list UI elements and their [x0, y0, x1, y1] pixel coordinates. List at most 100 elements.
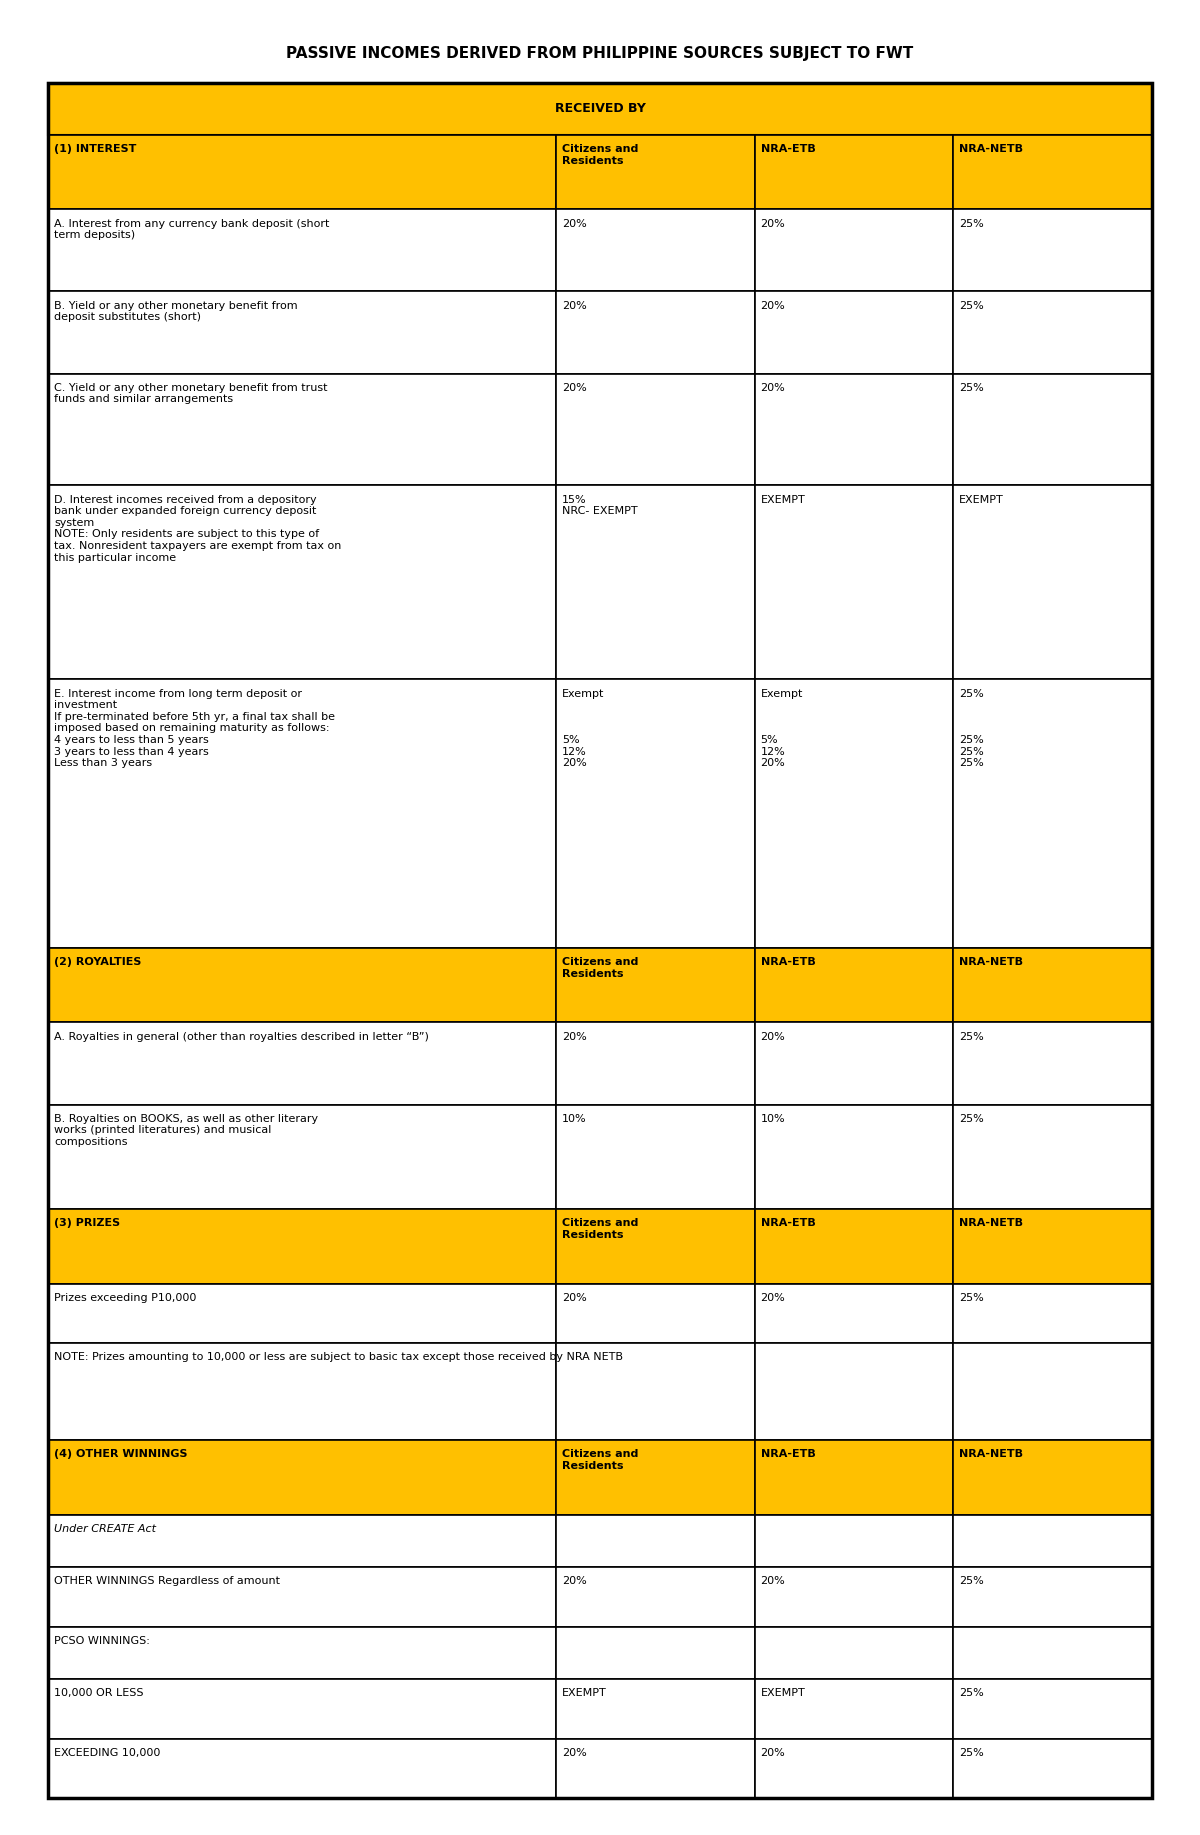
- Bar: [48, 83, 1152, 134]
- Text: RECEIVED BY: RECEIVED BY: [554, 103, 646, 116]
- Text: (1) INTEREST: (1) INTEREST: [54, 143, 137, 154]
- Bar: [755, 1440, 953, 1516]
- Bar: [48, 1679, 556, 1738]
- Text: NRA-ETB: NRA-ETB: [761, 1218, 815, 1228]
- Text: EXEMPT: EXEMPT: [562, 1688, 606, 1697]
- Bar: [556, 1022, 755, 1105]
- Bar: [556, 1343, 755, 1440]
- Text: NRA-NETB: NRA-NETB: [959, 1218, 1024, 1228]
- Bar: [556, 1516, 755, 1567]
- Bar: [48, 1283, 556, 1343]
- Bar: [953, 1343, 1152, 1440]
- Bar: [953, 1022, 1152, 1105]
- Text: PCSO WINNINGS:: PCSO WINNINGS:: [54, 1635, 150, 1646]
- Text: B. Royalties on BOOKS, as well as other literary
works (printed literatures) and: B. Royalties on BOOKS, as well as other …: [54, 1114, 318, 1147]
- Bar: [755, 1567, 953, 1626]
- Bar: [755, 1738, 953, 1798]
- Bar: [556, 209, 755, 292]
- Bar: [48, 134, 556, 209]
- Bar: [556, 1105, 755, 1209]
- Text: 20%: 20%: [562, 384, 587, 393]
- Text: NRA-ETB: NRA-ETB: [761, 143, 815, 154]
- Text: 20%: 20%: [761, 1747, 785, 1758]
- Text: (2) ROYALTIES: (2) ROYALTIES: [54, 958, 142, 967]
- Bar: [953, 1209, 1152, 1283]
- Text: Exempt



5%
12%
20%: Exempt 5% 12% 20%: [562, 688, 605, 769]
- Bar: [48, 949, 556, 1022]
- Text: 10,000 OR LESS: 10,000 OR LESS: [54, 1688, 144, 1697]
- Bar: [953, 374, 1152, 486]
- Text: 25%: 25%: [959, 1031, 984, 1042]
- Text: 25%: 25%: [959, 1292, 984, 1303]
- Bar: [48, 374, 556, 486]
- Text: NOTE: Prizes amounting to 10,000 or less are subject to basic tax except those r: NOTE: Prizes amounting to 10,000 or less…: [54, 1352, 623, 1362]
- Bar: [48, 486, 556, 679]
- Text: (3) PRIZES: (3) PRIZES: [54, 1218, 120, 1228]
- Bar: [755, 1343, 953, 1440]
- Bar: [48, 1516, 556, 1567]
- Bar: [755, 1209, 953, 1283]
- Text: NRA-ETB: NRA-ETB: [761, 958, 815, 967]
- Bar: [556, 1283, 755, 1343]
- Bar: [556, 1626, 755, 1679]
- Bar: [755, 1516, 953, 1567]
- Text: 25%: 25%: [959, 1688, 984, 1697]
- Text: NRA-NETB: NRA-NETB: [959, 143, 1024, 154]
- Text: 20%: 20%: [562, 218, 587, 229]
- Text: 25%: 25%: [959, 1747, 984, 1758]
- Bar: [48, 679, 556, 949]
- Text: 20%: 20%: [761, 218, 785, 229]
- Text: 20%: 20%: [562, 1576, 587, 1585]
- Bar: [755, 209, 953, 292]
- Bar: [755, 1283, 953, 1343]
- Text: 25%: 25%: [959, 1576, 984, 1585]
- Bar: [953, 486, 1152, 679]
- Text: 10%: 10%: [562, 1114, 587, 1123]
- Bar: [953, 1626, 1152, 1679]
- Bar: [953, 949, 1152, 1022]
- Bar: [953, 1283, 1152, 1343]
- Text: C. Yield or any other monetary benefit from trust
funds and similar arrangements: C. Yield or any other monetary benefit f…: [54, 384, 328, 404]
- Bar: [48, 1209, 556, 1283]
- Bar: [953, 1567, 1152, 1626]
- Bar: [755, 949, 953, 1022]
- Bar: [953, 679, 1152, 949]
- Bar: [755, 1679, 953, 1738]
- Bar: [556, 292, 755, 374]
- Text: NRA-NETB: NRA-NETB: [959, 958, 1024, 967]
- Bar: [48, 292, 556, 374]
- Text: EXEMPT: EXEMPT: [761, 495, 805, 505]
- Bar: [755, 374, 953, 486]
- Text: 20%: 20%: [761, 1031, 785, 1042]
- Bar: [48, 1626, 556, 1679]
- Text: 25%: 25%: [959, 1114, 984, 1123]
- Text: E. Interest income from long term deposit or
investment
If pre-terminated before: E. Interest income from long term deposi…: [54, 688, 335, 769]
- Text: 10%: 10%: [761, 1114, 785, 1123]
- Bar: [755, 134, 953, 209]
- Text: EXEMPT: EXEMPT: [959, 495, 1004, 505]
- Text: Citizens and
Residents: Citizens and Residents: [562, 143, 638, 165]
- Bar: [556, 374, 755, 486]
- Bar: [556, 486, 755, 679]
- Text: Exempt



5%
12%
20%: Exempt 5% 12% 20%: [761, 688, 803, 769]
- Text: 20%: 20%: [761, 384, 785, 393]
- Text: 20%: 20%: [562, 1292, 587, 1303]
- Bar: [556, 1567, 755, 1626]
- Bar: [556, 1679, 755, 1738]
- Bar: [953, 1738, 1152, 1798]
- Text: 20%: 20%: [761, 1576, 785, 1585]
- Text: PASSIVE INCOMES DERIVED FROM PHILIPPINE SOURCES SUBJECT TO FWT: PASSIVE INCOMES DERIVED FROM PHILIPPINE …: [287, 46, 913, 61]
- Text: B. Yield or any other monetary benefit from
deposit substitutes (short): B. Yield or any other monetary benefit f…: [54, 301, 298, 323]
- Text: EXCEEDING 10,000: EXCEEDING 10,000: [54, 1747, 161, 1758]
- Bar: [556, 949, 755, 1022]
- Bar: [953, 1105, 1152, 1209]
- Text: 20%: 20%: [562, 301, 587, 310]
- Bar: [755, 1626, 953, 1679]
- Text: A. Royalties in general (other than royalties described in letter “B”): A. Royalties in general (other than roya…: [54, 1031, 428, 1042]
- Bar: [556, 679, 755, 949]
- Bar: [953, 1440, 1152, 1516]
- Bar: [953, 1516, 1152, 1567]
- Text: NRA-NETB: NRA-NETB: [959, 1450, 1024, 1459]
- Text: OTHER WINNINGS Regardless of amount: OTHER WINNINGS Regardless of amount: [54, 1576, 280, 1585]
- Text: 20%: 20%: [761, 301, 785, 310]
